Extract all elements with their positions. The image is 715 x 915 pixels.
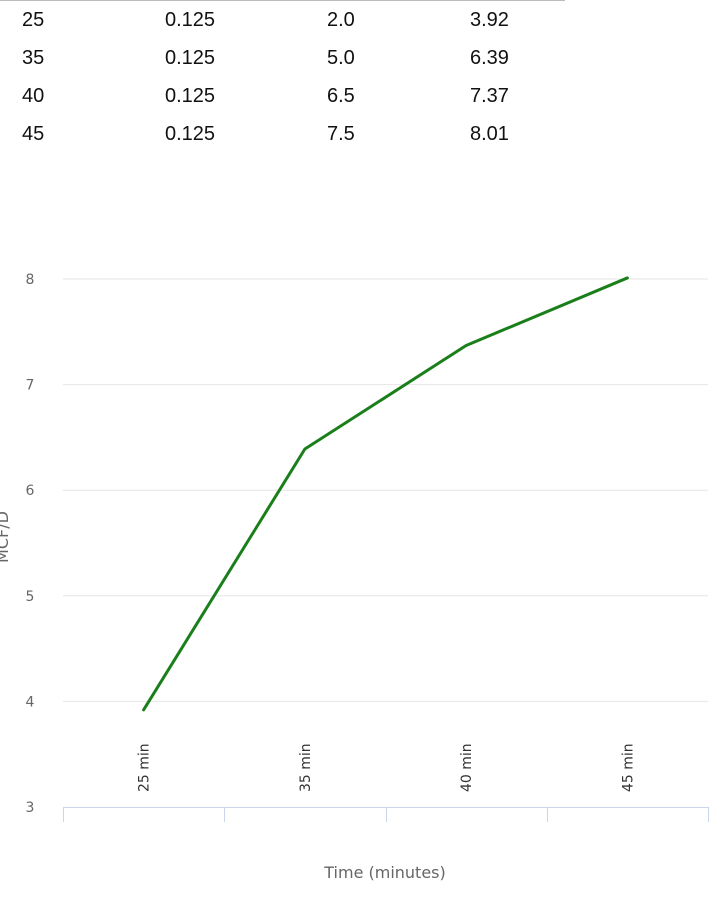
table-cell: 25 bbox=[22, 9, 45, 31]
x-tick-label: 45 min bbox=[620, 743, 636, 792]
x-tick-label: 35 min bbox=[298, 743, 314, 792]
table-cell: 35 bbox=[22, 47, 45, 69]
x-tick-label: 40 min bbox=[459, 743, 475, 792]
table-cell: 7.37 bbox=[470, 85, 509, 107]
table-row: 40 0.125 6.5 7.37 bbox=[0, 77, 565, 115]
table-cell: 45 bbox=[22, 123, 45, 145]
table-cell: 0.125 bbox=[165, 47, 216, 69]
table-cell: 5.0 bbox=[327, 47, 355, 69]
y-tick-label: 8 bbox=[26, 272, 35, 288]
y-tick-label: 7 bbox=[26, 378, 35, 394]
table-row: 25 0.125 2.0 3.92 bbox=[0, 1, 565, 39]
table-cell: 0.125 bbox=[165, 9, 216, 31]
table-cell: 6.39 bbox=[470, 47, 509, 69]
table-row: 45 0.125 7.5 8.01 bbox=[0, 115, 565, 153]
table-cell: 40 bbox=[22, 85, 45, 107]
table-cell: 7.5 bbox=[327, 123, 355, 145]
y-axis-title: MCF/D bbox=[0, 511, 12, 563]
data-table: 25 0.125 2.0 3.92 35 0.125 5.0 6.39 40 0.125 6.5 7.… bbox=[0, 0, 565, 153]
table-cell: 0.125 bbox=[165, 85, 216, 107]
y-tick-label: 3 bbox=[26, 800, 35, 816]
y-tick-label: 5 bbox=[26, 589, 35, 605]
table-cell: 6.5 bbox=[327, 85, 355, 107]
table-row: 35 0.125 5.0 6.39 bbox=[0, 39, 565, 77]
x-axis-title: Time (minutes) bbox=[323, 863, 446, 882]
line-series bbox=[142, 276, 629, 712]
table-cell: 0.125 bbox=[165, 123, 216, 145]
y-tick-label: 6 bbox=[26, 483, 35, 499]
table-cell: 2.0 bbox=[327, 9, 355, 31]
table-cell: 8.01 bbox=[470, 123, 509, 145]
x-tick-label: 25 min bbox=[137, 743, 153, 792]
y-tick-label: 4 bbox=[26, 694, 35, 710]
table-cell: 3.92 bbox=[470, 9, 509, 31]
